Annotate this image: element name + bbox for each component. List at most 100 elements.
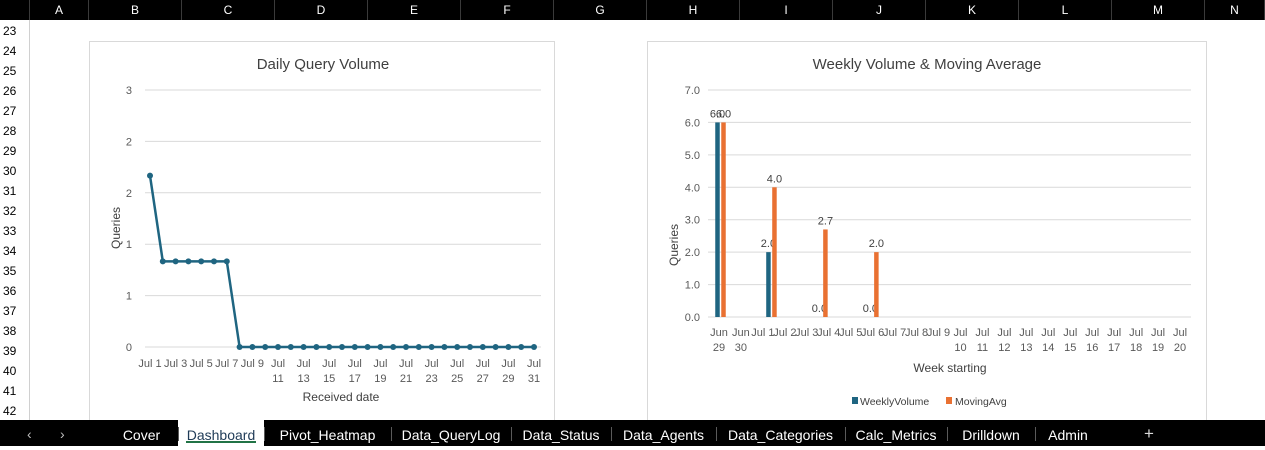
sheet-tab-bar: ‹ › Cover Dashboard Pivot_Heatmap Data_Quer… bbox=[0, 420, 1265, 446]
column-header-l[interactable]: L bbox=[1019, 0, 1112, 20]
row-header-35[interactable]: 35 bbox=[3, 264, 17, 278]
data-point bbox=[492, 344, 499, 350]
row-header-37[interactable]: 37 bbox=[3, 304, 17, 318]
tab-separator bbox=[611, 427, 612, 441]
column-header-b[interactable]: B bbox=[89, 0, 182, 20]
sheet-tab-cover[interactable]: Cover bbox=[105, 420, 178, 446]
column-header-g[interactable]: G bbox=[554, 0, 647, 20]
x-tick-label: 21 bbox=[400, 373, 412, 385]
x-tick-label: Jul bbox=[1107, 327, 1121, 339]
x-tick-label: Jul bbox=[975, 327, 989, 339]
x-tick-label: Jun bbox=[732, 327, 750, 339]
column-header-j[interactable]: J bbox=[833, 0, 926, 20]
data-point bbox=[364, 344, 371, 350]
column-header-h[interactable]: H bbox=[647, 0, 740, 20]
x-tick-label: Jul bbox=[399, 358, 413, 370]
data-point bbox=[172, 258, 179, 265]
tab-separator bbox=[264, 427, 265, 441]
column-header-a[interactable]: A bbox=[30, 0, 89, 20]
chart-title: Daily Query Volume bbox=[257, 56, 390, 73]
x-tick-label: 17 bbox=[1108, 342, 1120, 354]
data-point bbox=[249, 344, 256, 350]
x-tick-label: 15 bbox=[1064, 342, 1076, 354]
x-tick-label: 25 bbox=[451, 373, 463, 385]
x-tick-label: Jun bbox=[710, 327, 728, 339]
x-tick-label: 19 bbox=[374, 373, 386, 385]
column-header-m[interactable]: M bbox=[1112, 0, 1205, 20]
data-point bbox=[287, 344, 294, 350]
sheet-tab-label: Dashboard bbox=[186, 427, 256, 443]
column-header-c[interactable]: C bbox=[182, 0, 275, 20]
data-label: 4.0 bbox=[767, 173, 782, 185]
weekly-volume-plot: Weekly Volume & Moving Average Queries W… bbox=[667, 56, 1191, 408]
row-header-42[interactable]: 42 bbox=[3, 404, 17, 418]
tab-separator bbox=[716, 427, 717, 441]
column-header-d[interactable]: D bbox=[275, 0, 368, 20]
x-tick-label: Jul bbox=[476, 358, 490, 370]
row-header-29[interactable]: 29 bbox=[3, 144, 17, 158]
tab-separator bbox=[845, 427, 846, 441]
data-point bbox=[339, 344, 345, 350]
sheet-tab-pivot-heatmap[interactable]: Pivot_Heatmap bbox=[264, 420, 391, 446]
y-tick-label: 0.0 bbox=[685, 312, 700, 324]
sheet-tab-dashboard[interactable]: Dashboard bbox=[178, 420, 264, 446]
row-header-28[interactable]: 28 bbox=[3, 124, 17, 138]
x-axis-label: Week starting bbox=[913, 361, 986, 375]
row-header-27[interactable]: 27 bbox=[3, 104, 17, 118]
select-all-corner[interactable] bbox=[0, 0, 30, 20]
x-tick-label: 13 bbox=[1020, 342, 1032, 354]
row-header-26[interactable]: 26 bbox=[3, 84, 17, 98]
row-header-33[interactable]: 33 bbox=[3, 224, 17, 238]
x-tick-label: Jul bbox=[1173, 327, 1187, 339]
row-header-30[interactable]: 30 bbox=[3, 164, 17, 178]
sheet-tab-label: Calc_Metrics bbox=[855, 427, 937, 443]
data-point bbox=[198, 258, 205, 265]
data-point bbox=[531, 344, 537, 350]
sheet-tab-data-categories[interactable]: Data_Categories bbox=[716, 420, 845, 446]
daily-query-volume-chart[interactable]: Daily Query Volume Queries Received date… bbox=[89, 41, 555, 420]
row-header-34[interactable]: 34 bbox=[3, 244, 17, 258]
y-tick-label: 1 bbox=[126, 291, 132, 303]
data-point bbox=[351, 344, 358, 350]
x-tick-label: 18 bbox=[1130, 342, 1142, 354]
prev-sheet-button[interactable]: ‹ bbox=[27, 426, 32, 442]
next-sheet-button[interactable]: › bbox=[60, 426, 65, 442]
x-tick-label: 29 bbox=[502, 373, 514, 385]
bar-movingavg bbox=[823, 229, 828, 317]
x-tick-label: Jul bbox=[997, 327, 1011, 339]
weekly-volume-chart[interactable]: Weekly Volume & Moving Average Queries W… bbox=[647, 41, 1207, 420]
row-header-23[interactable]: 23 bbox=[3, 24, 17, 38]
sheet-tab-data-agents[interactable]: Data_Agents bbox=[611, 420, 716, 446]
row-header-40[interactable]: 40 bbox=[3, 364, 17, 378]
y-axis-label: Queries bbox=[109, 207, 123, 249]
x-tick-label: Jul 7 bbox=[215, 358, 238, 370]
data-point bbox=[262, 344, 269, 350]
row-header-41[interactable]: 41 bbox=[3, 384, 17, 398]
row-header-31[interactable]: 31 bbox=[3, 184, 17, 198]
column-header-n[interactable]: N bbox=[1205, 0, 1265, 20]
row-header-39[interactable]: 39 bbox=[3, 344, 17, 358]
column-header-e[interactable]: E bbox=[368, 0, 461, 20]
sheet-tab-drilldown[interactable]: Drilldown bbox=[947, 420, 1035, 446]
row-header-24[interactable]: 24 bbox=[3, 44, 17, 58]
row-header-32[interactable]: 32 bbox=[3, 204, 17, 218]
x-tick-label: 23 bbox=[425, 373, 437, 385]
sheet-tab-data-status[interactable]: Data_Status bbox=[511, 420, 611, 446]
column-header-k[interactable]: K bbox=[926, 0, 1019, 20]
column-header-f[interactable]: F bbox=[461, 0, 554, 20]
add-sheet-button[interactable]: + bbox=[1144, 424, 1154, 443]
row-header-36[interactable]: 36 bbox=[3, 284, 17, 298]
y-tick-label: 1 bbox=[126, 239, 132, 251]
x-tick-label: 11 bbox=[272, 373, 283, 385]
column-header-i[interactable]: I bbox=[740, 0, 833, 20]
x-tick-label: Jul 8 bbox=[905, 327, 928, 339]
sheet-tab-calc-metrics[interactable]: Calc_Metrics bbox=[845, 420, 947, 446]
row-header-25[interactable]: 25 bbox=[3, 64, 17, 78]
sheet-tab-data-querylog[interactable]: Data_QueryLog bbox=[391, 420, 511, 446]
sheet-tab-admin[interactable]: Admin bbox=[1035, 420, 1101, 446]
row-header-38[interactable]: 38 bbox=[3, 324, 17, 338]
y-tick-label: 2.0 bbox=[685, 247, 700, 259]
data-point bbox=[326, 344, 333, 350]
data-point bbox=[415, 344, 422, 350]
sheet-tab-label: Pivot_Heatmap bbox=[279, 427, 376, 443]
